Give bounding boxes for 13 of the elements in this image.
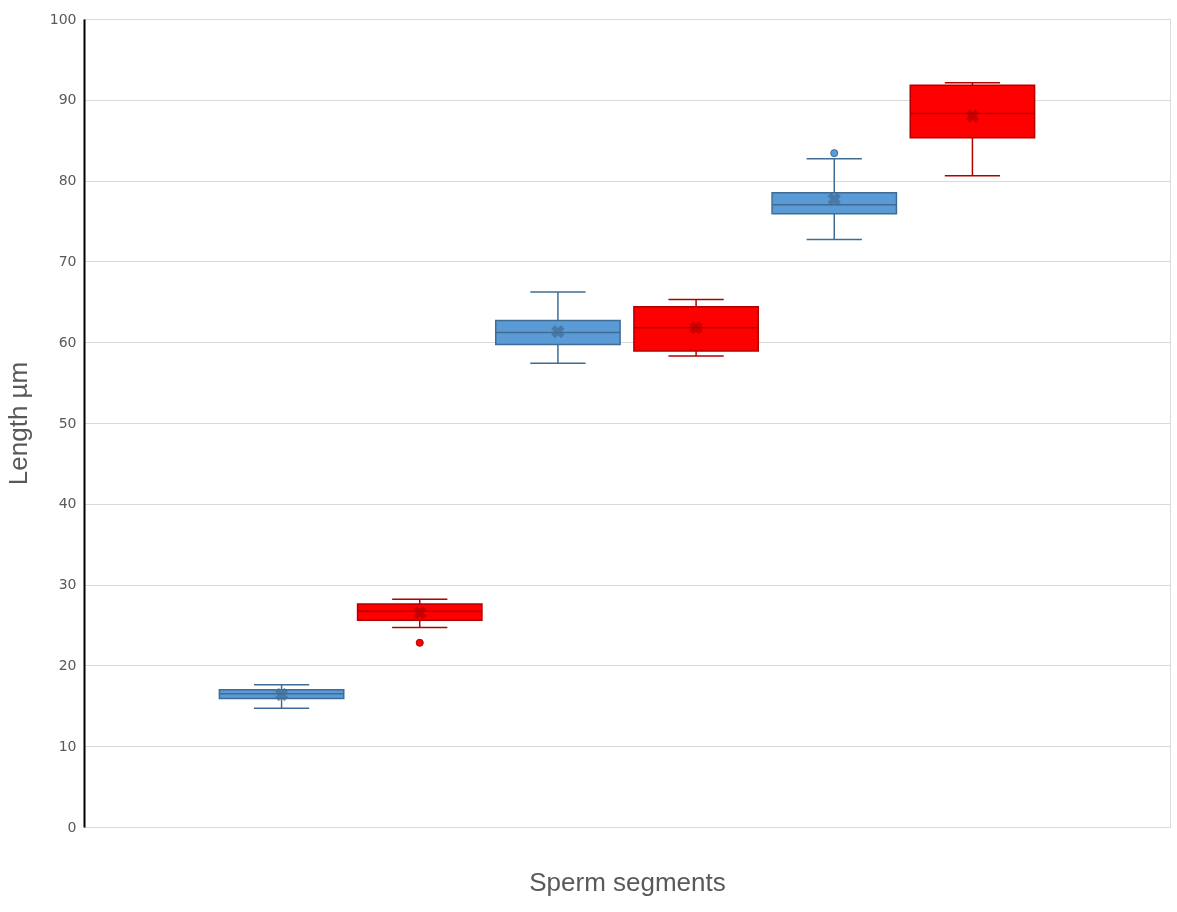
y-tick-label: 40 — [58, 495, 77, 512]
y-tick-label: 60 — [58, 333, 77, 350]
x-axis-title: Sperm segments — [529, 866, 726, 897]
y-tick-label: 100 — [49, 10, 77, 27]
y-axis-title: Length µm — [2, 361, 33, 486]
y-tick-label: 10 — [58, 737, 77, 754]
y-tick-label: 0 — [67, 818, 77, 835]
y-tick-label: 30 — [58, 576, 77, 593]
y-tick-label: 50 — [58, 414, 77, 431]
y-tick-label: 70 — [58, 252, 77, 269]
y-tick-label: 90 — [58, 91, 77, 108]
y-tick-label: 20 — [58, 656, 77, 673]
y-tick-label: 80 — [58, 172, 77, 189]
